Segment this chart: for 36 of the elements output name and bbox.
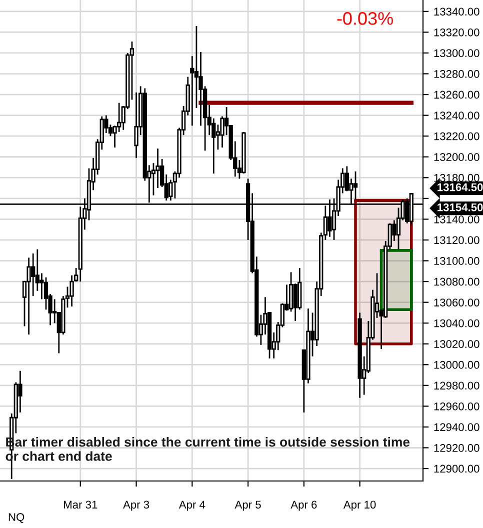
text: NQ [8,513,24,523]
y-tick-label: 13040.00 [434,319,480,328]
text: 13164.50 [438,183,483,192]
y-tick-label: 13060.00 [434,298,480,306]
annotation: -0.03% [337,12,393,25]
x-tick-label: Apr 6 [290,500,317,511]
y-tick-label: 13080.00 [434,278,480,286]
x-tick-label: Mar 31 [64,500,98,509]
y-tick-label: 13320.00 [434,28,480,36]
candlestick [293,282,298,322]
x-tick-label: Apr 5 [234,500,261,511]
y-tick-label: 13260.00 [434,90,480,99]
y-tick-label: 13200.00 [434,153,480,162]
x-tick-label: Apr 10 [343,500,376,511]
y-tick-label: 12940.00 [434,423,480,432]
x-tick-label: Apr 3 [123,500,150,511]
y-tick-label: 13180.00 [434,174,480,182]
y-tick-label: 13220.00 [434,132,480,140]
y-tick-label: 12900.00 [434,464,480,473]
y-tick-label: 12980.00 [434,382,480,390]
ref-line-label: 13154.50 [438,203,483,212]
y-tick-label: 13140.00 [434,215,480,224]
y-tick-label: 13120.00 [434,236,480,244]
y-tick-label: 12960.00 [434,402,480,410]
y-tick-label: 13100.00 [434,257,480,265]
candlestick [353,170,358,200]
y-tick-label: 13280.00 [434,70,480,78]
y-tick-label: 12920.00 [434,444,480,452]
y-tick-label: 13240.00 [434,112,480,120]
y-tick-label: 13000.00 [434,360,480,369]
candlestick [190,55,194,126]
y-tick-label: 13300.00 [434,49,480,58]
y-tick-label: 13020.00 [434,340,480,348]
candlestick [26,256,31,336]
y-tick-label: 13340.00 [434,8,480,16]
x-tick-label: Apr 4 [178,500,206,511]
